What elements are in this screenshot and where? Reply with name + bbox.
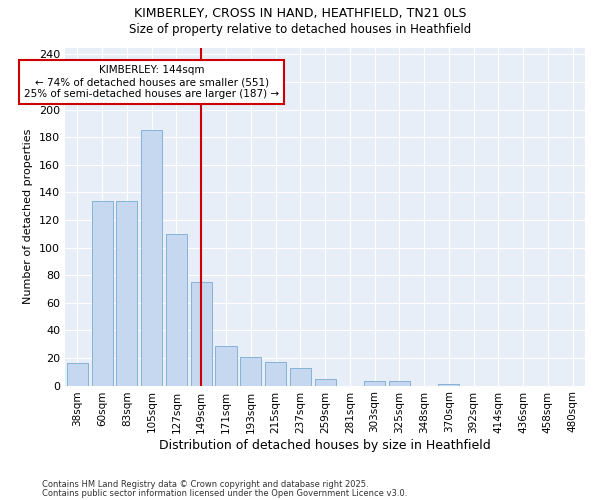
Bar (67, 364, 88, 386)
Bar (290, 368, 311, 386)
Bar (265, 362, 286, 386)
Bar (166, 234, 187, 386)
Bar (314, 378, 335, 386)
Bar (92, 200, 113, 386)
Bar (389, 382, 410, 386)
Y-axis label: Number of detached properties: Number of detached properties (23, 129, 34, 304)
Bar (191, 282, 212, 386)
Text: Contains HM Land Registry data © Crown copyright and database right 2025.: Contains HM Land Registry data © Crown c… (42, 480, 368, 489)
Text: Size of property relative to detached houses in Heathfield: Size of property relative to detached ho… (129, 22, 471, 36)
Text: Contains public sector information licensed under the Open Government Licence v3: Contains public sector information licen… (42, 488, 407, 498)
Text: KIMBERLEY: 144sqm
← 74% of detached houses are smaller (551)
25% of semi-detache: KIMBERLEY: 144sqm ← 74% of detached hous… (24, 66, 279, 98)
X-axis label: Distribution of detached houses by size in Heathfield: Distribution of detached houses by size … (159, 440, 491, 452)
Bar (215, 346, 236, 386)
Bar (439, 384, 460, 386)
Text: KIMBERLEY, CROSS IN HAND, HEATHFIELD, TN21 0LS: KIMBERLEY, CROSS IN HAND, HEATHFIELD, TN… (134, 8, 466, 20)
Bar (364, 382, 385, 386)
Bar (141, 130, 162, 386)
Bar (116, 200, 137, 386)
Bar (240, 356, 261, 386)
